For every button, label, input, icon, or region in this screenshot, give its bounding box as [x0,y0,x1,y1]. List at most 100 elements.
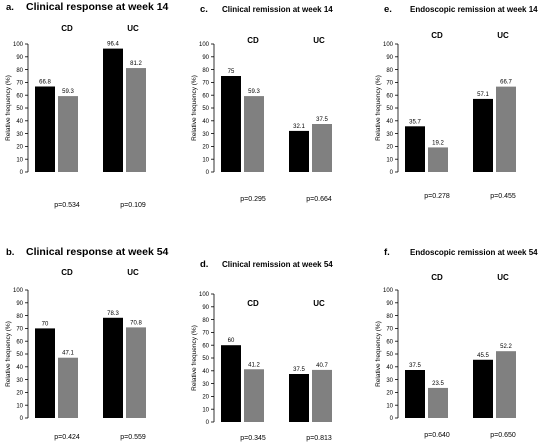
value-label: 37.5 [293,367,305,373]
y-tick-label: 30 [16,378,23,384]
bar-uc-series-1 [473,359,493,418]
y-axis-label: Relative frequency (%) [5,75,12,141]
value-label: 40.7 [316,363,328,369]
group-label-uc: UC [127,268,139,277]
bar-uc-series-1 [289,130,309,172]
y-tick-label: 90 [386,301,393,307]
y-axis-label: Relative frequency (%) [5,321,12,387]
panel-title: Clinical response at week 54 [26,246,169,258]
value-label: 66.7 [500,80,512,86]
y-tick-label: 20 [202,145,209,151]
group-label-cd: CD [61,24,73,33]
y-tick-label: 100 [13,288,24,294]
panel-letter: c. [200,4,208,15]
chart-panel-6: f. Endoscopic remission at week 54 0 10 20 30… [375,247,538,439]
y-tick-label: 80 [386,68,393,74]
y-tick-label: 90 [202,305,209,311]
group-label-uc: UC [313,36,325,45]
y-axis-label: Relative frequency (%) [375,321,382,387]
group-label-uc: UC [497,31,509,40]
panel-letter: f. [384,247,390,258]
y-tick-label: 50 [386,352,393,358]
p-value-label: p=0.534 [54,202,80,209]
y-tick-label: 70 [16,81,23,87]
bar-uc-series-1 [473,98,493,172]
group-label-cd: CD [61,268,73,277]
bar-uc-series-1 [103,48,123,172]
chart-panel-4: b. Clinical response at week 54 0 10 20 30 40 5… [5,246,169,441]
p-value-label: p=0.455 [490,193,516,200]
y-tick-label: 30 [16,132,23,138]
y-tick-label: 0 [390,416,394,422]
y-tick-label: 20 [16,391,23,397]
value-label: 45.5 [477,353,489,359]
p-value-label: p=0.650 [490,432,516,439]
group-label-cd: CD [431,31,443,40]
y-tick-label: 100 [199,292,210,298]
chart-panel-5: d. Clinical remission at week 54 0 10 20 30 40… [191,259,333,442]
bar-uc-series-2 [126,68,146,172]
y-tick-label: 60 [386,93,393,99]
y-tick-label: 30 [202,132,209,138]
value-label: 78.3 [107,311,119,317]
value-label: 96.4 [107,42,119,48]
y-tick-label: 60 [202,93,209,99]
bar-uc-series-2 [312,369,332,422]
bar-cd-series-1 [221,76,241,172]
group-label-uc: UC [313,299,325,308]
panel-letter: e. [384,4,392,15]
value-label: 59.3 [248,89,260,95]
y-tick-label: 70 [202,331,209,337]
y-tick-label: 10 [16,157,23,163]
y-tick-label: 80 [202,318,209,324]
bar-cd-series-1 [35,328,55,418]
bar-uc-series-2 [312,124,332,172]
y-tick-label: 60 [202,343,209,349]
y-tick-label: 70 [386,81,393,87]
y-tick-label: 50 [16,352,23,358]
y-tick-label: 60 [16,93,23,99]
y-tick-label: 0 [206,170,210,176]
y-tick-label: 100 [383,288,394,294]
group-label-cd: CD [247,36,259,45]
y-tick-label: 50 [202,356,209,362]
y-axis-label: Relative frequency (%) [191,325,198,391]
panel-title: Endoscopic remission at week 14 [410,5,538,14]
p-value-label: p=0.295 [240,196,266,203]
bar-cd-series-2 [428,387,448,418]
panel-title: Clinical remission at week 54 [222,260,333,269]
y-tick-label: 10 [386,403,393,409]
value-label: 59.3 [62,89,74,95]
y-tick-label: 0 [20,416,24,422]
value-label: 23.5 [432,381,444,387]
panel-letter: a. [6,2,14,13]
y-tick-label: 40 [202,369,209,375]
value-label: 52.2 [500,344,512,350]
y-tick-label: 80 [16,68,23,74]
y-tick-label: 20 [386,145,393,151]
bar-cd-series-2 [244,369,264,422]
y-tick-label: 0 [20,170,24,176]
bar-cd-series-1 [35,86,55,172]
p-value-label: p=0.424 [54,434,80,441]
y-tick-label: 80 [386,314,393,320]
bar-cd-series-2 [58,357,78,418]
chart-panel-3: e. Endoscopic remission at week 14 0 10 20 30… [375,4,538,200]
value-label: 60 [228,338,235,344]
bar-cd-series-2 [428,147,448,172]
value-label: 75 [228,69,235,75]
y-tick-label: 50 [16,106,23,112]
bar-uc-series-1 [103,317,123,418]
panel-title: Clinical response at week 14 [26,1,169,13]
chart-panel-1: a. Clinical response at week 14 0 10 20 30 40 5… [5,1,169,209]
group-label-uc: UC [497,273,509,282]
p-value-label: p=0.345 [240,435,266,442]
bar-uc-series-2 [496,351,516,418]
value-label: 57.1 [477,92,489,98]
y-tick-label: 100 [13,42,24,48]
p-value-label: p=0.559 [120,434,146,441]
group-label-cd: CD [247,299,259,308]
bar-cd-series-1 [405,370,425,418]
y-tick-label: 40 [16,119,23,125]
